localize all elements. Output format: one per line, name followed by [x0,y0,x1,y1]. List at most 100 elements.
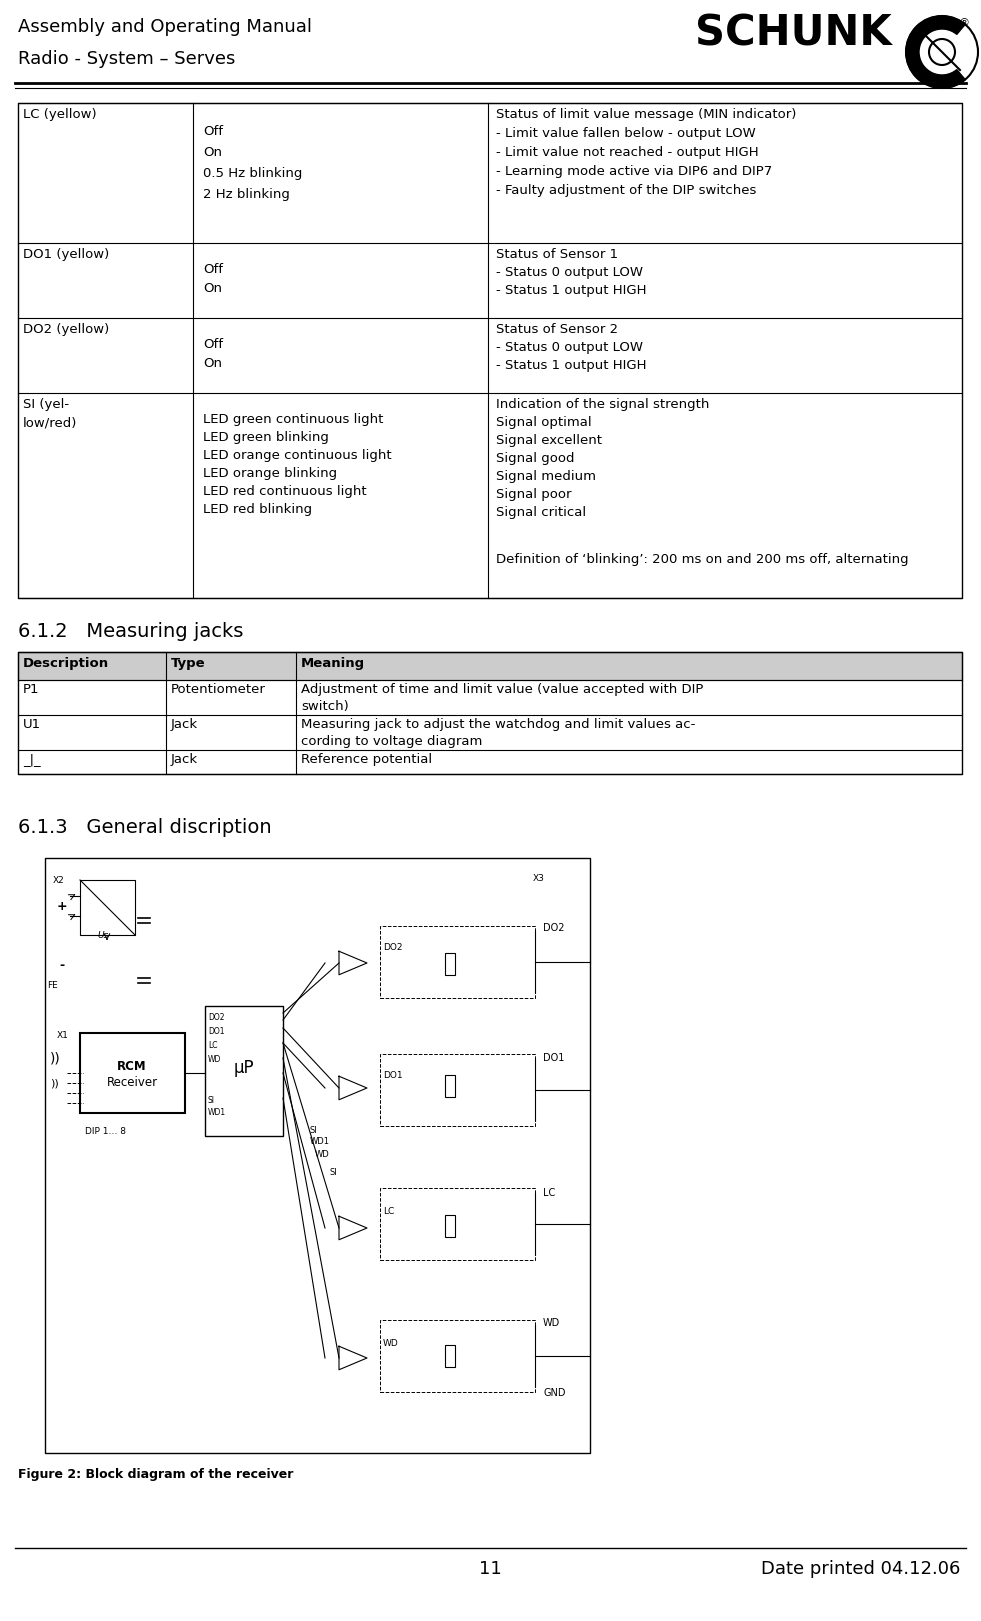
Text: +: + [57,900,68,913]
Text: -: - [60,960,65,973]
Text: DO1: DO1 [543,1054,564,1063]
Text: On: On [203,282,222,295]
Polygon shape [339,952,367,974]
Text: Definition of ‘blinking’: 200 ms on and 200 ms off, alternating: Definition of ‘blinking’: 200 ms on and … [496,553,908,566]
Text: )): )) [50,1050,61,1065]
Text: LED green blinking: LED green blinking [203,431,329,444]
Text: Status of Sensor 2: Status of Sensor 2 [496,323,618,336]
Text: Date printed 04.12.06: Date printed 04.12.06 [760,1559,960,1577]
Text: WD1: WD1 [310,1136,330,1146]
Text: SI (yel-: SI (yel- [23,399,69,412]
Text: LED red blinking: LED red blinking [203,503,312,515]
Text: WD: WD [315,1149,330,1159]
Polygon shape [339,1216,367,1240]
Text: switch): switch) [301,700,349,713]
Text: Measuring jack to adjust the watchdog and limit values ac-: Measuring jack to adjust the watchdog an… [301,718,696,731]
Text: 6.1.3   General discription: 6.1.3 General discription [18,819,272,836]
Text: ®: ® [958,18,969,28]
Bar [380,1319,535,1392]
Text: Off: Off [203,125,223,138]
Text: - Status 1 output HIGH: - Status 1 output HIGH [496,358,646,371]
Text: DO2: DO2 [208,1013,225,1021]
Text: DO1: DO1 [383,1071,402,1081]
Text: cording to voltage diagram: cording to voltage diagram [301,734,483,747]
Text: On: On [203,357,222,370]
Text: SI: SI [310,1127,318,1135]
Text: 0.5 Hz blinking: 0.5 Hz blinking [203,167,302,180]
Text: Indication of the signal strength: Indication of the signal strength [496,399,709,412]
Text: Signal critical: Signal critical [496,506,586,519]
Text: SI: SI [208,1096,215,1106]
Text: )): )) [50,1078,59,1088]
Text: WD: WD [383,1339,398,1349]
Text: FE: FE [47,981,58,990]
Text: Jack: Jack [171,754,198,767]
Text: Adjustment of time and limit value (value accepted with DIP: Adjustment of time and limit value (valu… [301,682,703,695]
Text: Off: Off [203,263,223,276]
Text: Signal good: Signal good [496,452,575,465]
Wedge shape [906,16,965,88]
Text: Type: Type [171,657,206,669]
Text: Status of Sensor 1: Status of Sensor 1 [496,248,618,261]
Text: LED orange continuous light: LED orange continuous light [203,449,391,462]
Text: 11: 11 [479,1559,501,1577]
Text: Signal optimal: Signal optimal [496,417,592,430]
Text: low/red): low/red) [23,417,77,430]
Text: DIP 1… 8: DIP 1… 8 [85,1127,126,1135]
Text: X2: X2 [53,875,65,885]
Text: P1: P1 [23,682,39,695]
Bar [18,652,962,773]
Bar [205,1007,283,1136]
Text: 6.1.2   Measuring jacks: 6.1.2 Measuring jacks [18,622,243,640]
Text: - Faulty adjustment of the DIP switches: - Faulty adjustment of the DIP switches [496,185,756,198]
Text: Us: Us [97,932,108,940]
Text: - Status 0 output LOW: - Status 0 output LOW [496,340,643,353]
Text: DO2: DO2 [383,943,402,953]
Text: GND: GND [543,1388,565,1397]
Text: LC: LC [543,1188,555,1198]
Text: DO1: DO1 [208,1028,225,1036]
Text: - Limit value not reached - output HIGH: - Limit value not reached - output HIGH [496,146,758,159]
Text: - Limit value fallen below - output LOW: - Limit value fallen below - output LOW [496,126,755,139]
Bar [18,104,962,598]
Text: 2 Hz blinking: 2 Hz blinking [203,188,289,201]
Text: Receiver: Receiver [106,1076,158,1089]
Bar [80,880,135,935]
Text: Signal medium: Signal medium [496,470,596,483]
Text: Description: Description [23,657,109,669]
Text: DO2: DO2 [543,922,564,934]
Text: Off: Off [203,339,223,352]
Text: Meaning: Meaning [301,657,365,669]
Text: Radio - System – Serves: Radio - System – Serves [18,50,235,68]
Text: Assembly and Operating Manual: Assembly and Operating Manual [18,18,312,36]
Text: U1: U1 [23,718,41,731]
Text: On: On [203,146,222,159]
Text: SCHUNK: SCHUNK [695,11,892,53]
Text: Signal poor: Signal poor [496,488,572,501]
Bar [445,953,455,974]
Text: WD: WD [543,1318,560,1328]
Text: Signal excellent: Signal excellent [496,434,602,447]
Text: WD1: WD1 [208,1109,227,1117]
Bar [45,858,590,1452]
Bar [380,1188,535,1260]
Text: Reference potential: Reference potential [301,754,432,767]
Text: LC: LC [383,1208,394,1216]
Text: _|_: _|_ [23,754,40,767]
Text: WD: WD [208,1055,222,1063]
Bar [380,926,535,999]
Text: - Learning mode active via DIP6 and DIP7: - Learning mode active via DIP6 and DIP7 [496,165,772,178]
Polygon shape [339,1076,367,1099]
Text: Figure 2: Block diagram of the receiver: Figure 2: Block diagram of the receiver [18,1469,293,1482]
Text: LED green continuous light: LED green continuous light [203,413,384,426]
Text: μP: μP [233,1059,254,1076]
Polygon shape [339,1345,367,1370]
Bar [445,1216,455,1237]
Text: Status of limit value message (MIN indicator): Status of limit value message (MIN indic… [496,109,797,122]
Text: LED red continuous light: LED red continuous light [203,485,367,498]
Text: LC: LC [208,1041,218,1050]
Text: DO2 (yellow): DO2 (yellow) [23,323,109,336]
Text: LED orange blinking: LED orange blinking [203,467,337,480]
Bar [380,1054,535,1127]
Text: RCM: RCM [117,1060,147,1073]
